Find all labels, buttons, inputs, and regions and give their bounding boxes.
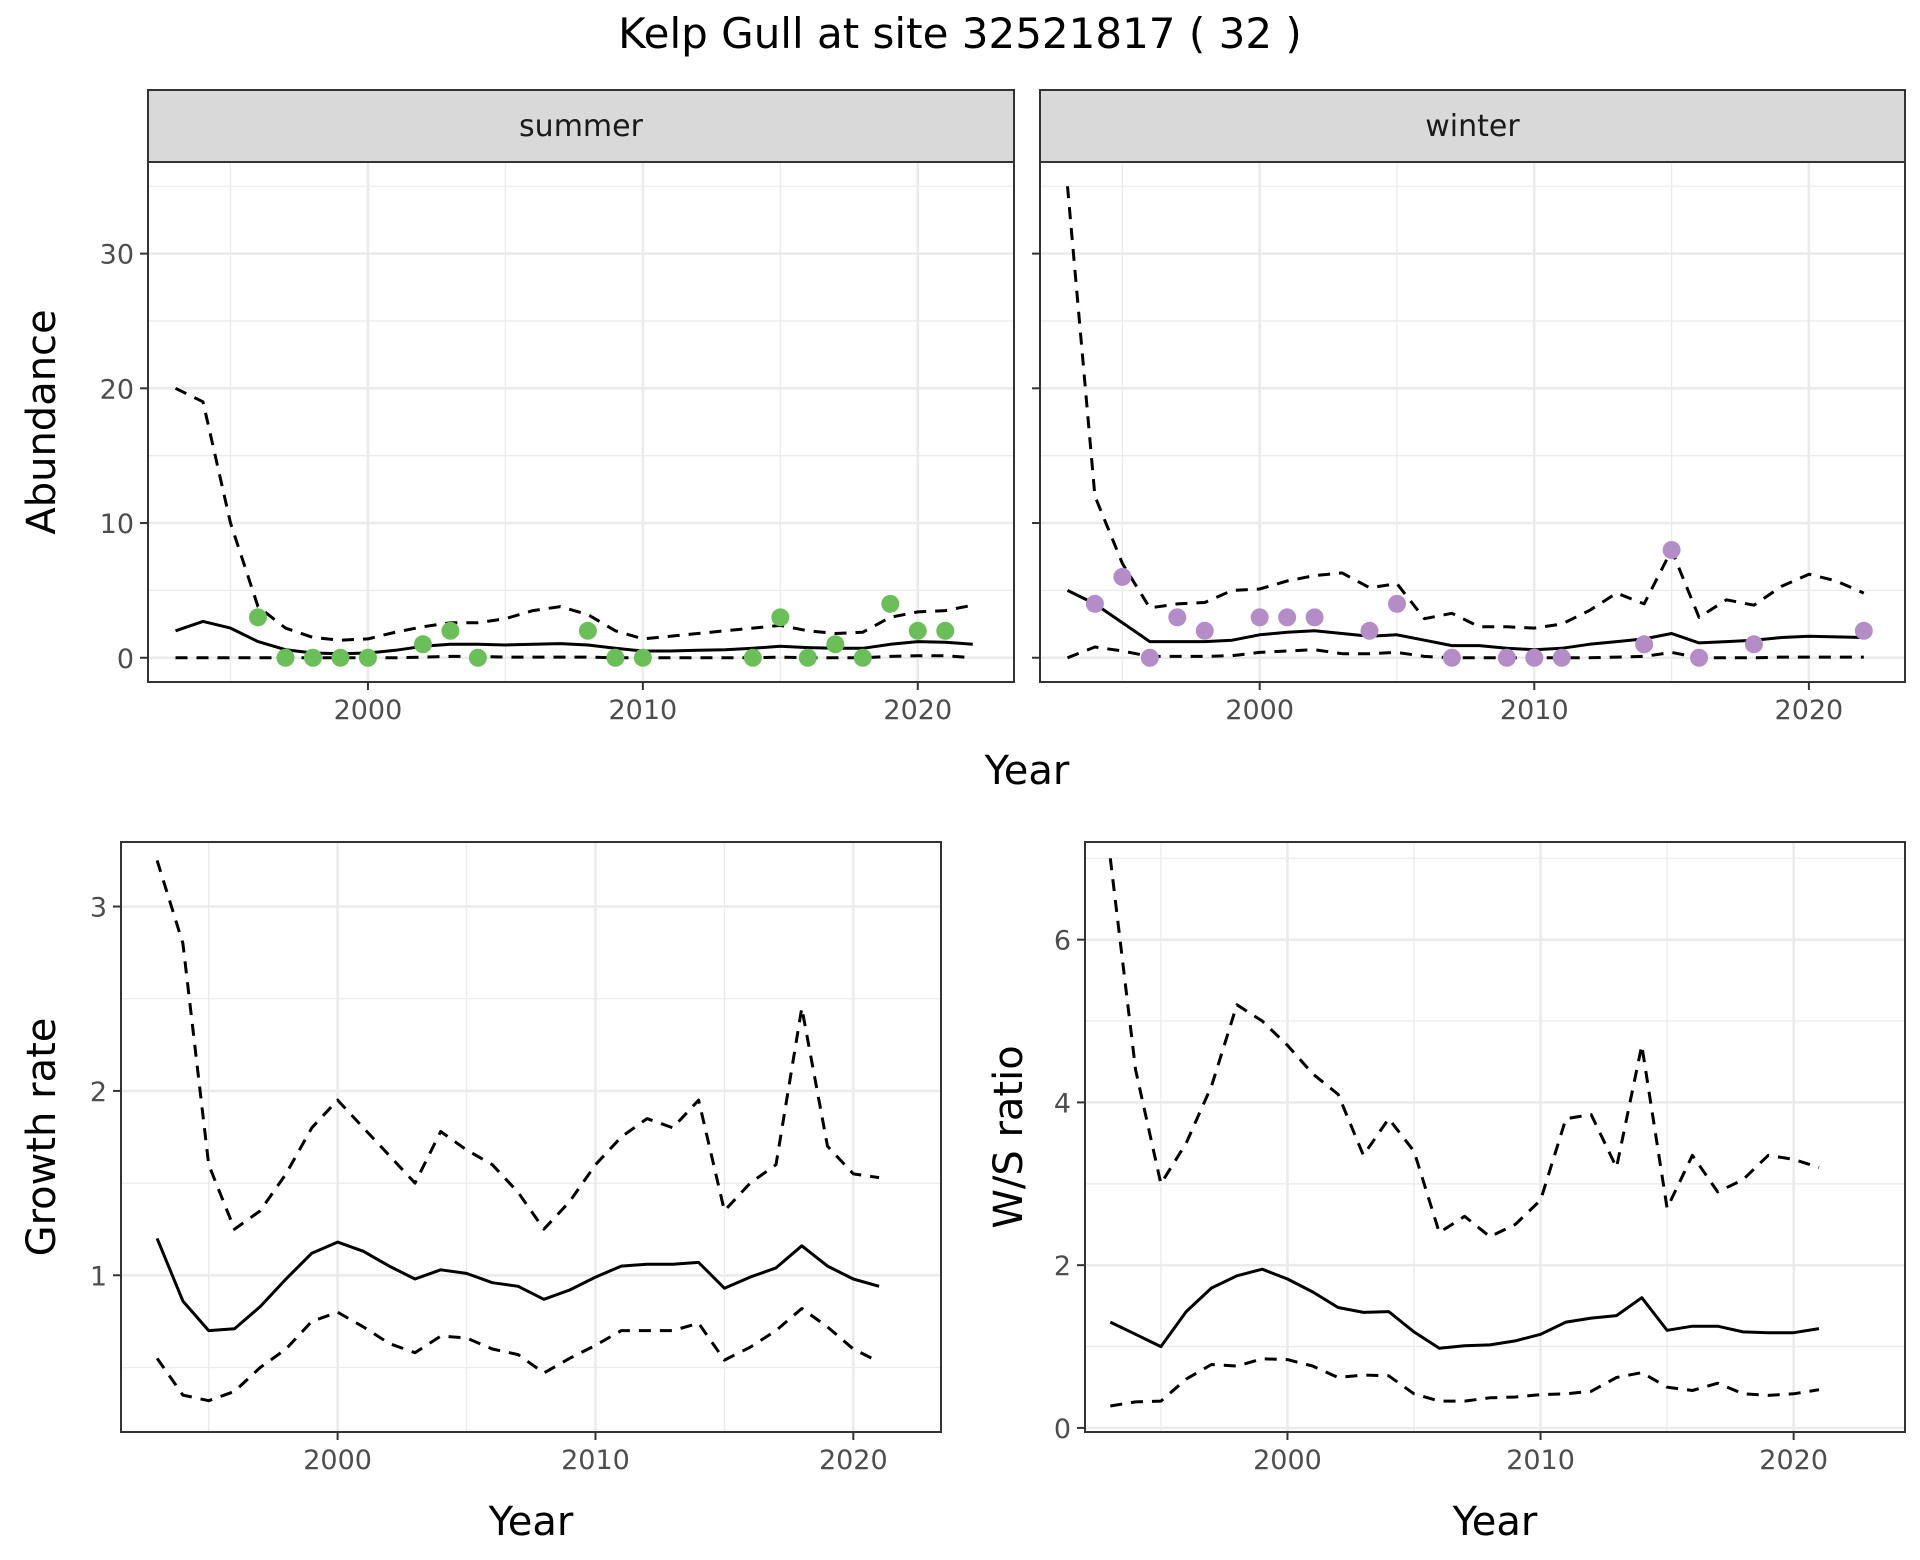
x-tick-label: 2010 <box>561 1445 630 1476</box>
data-point <box>881 594 900 613</box>
data-point <box>798 648 817 667</box>
data-point <box>1195 621 1214 640</box>
data-point <box>276 648 295 667</box>
panel-1: winter 2000 2010 2020 <box>1032 89 1906 726</box>
x-tick-label: 2000 <box>1225 695 1294 726</box>
x-tick-label: 2010 <box>1506 1445 1575 1476</box>
x-tick-label: 2020 <box>883 695 952 726</box>
data-point <box>633 648 652 667</box>
x-tick-label: 2000 <box>1253 1445 1322 1476</box>
x-tick-label: 2020 <box>1759 1445 1828 1476</box>
panel-background <box>1040 162 1905 682</box>
y-axis-title-abundance: Abundance <box>19 309 65 534</box>
series-line-lower <box>1066 645 1864 660</box>
series-line-upper <box>1066 186 1865 630</box>
y-tick-label: 0 <box>117 644 134 675</box>
data-point <box>1497 648 1516 667</box>
data-point <box>1662 540 1681 559</box>
x-tick-label: 2000 <box>303 1445 372 1476</box>
y-tick-label: 3 <box>90 893 107 924</box>
panel-3: 2000 2010 2020 0 2 4 6 <box>1054 841 1906 1476</box>
data-point <box>826 635 845 654</box>
x-tick-label: 2020 <box>1775 695 1844 726</box>
series-line-upper <box>174 386 974 642</box>
panel-background <box>148 162 1014 682</box>
x-tick-label: 2000 <box>334 695 403 726</box>
x-axis-title-ratio: Year <box>1452 1499 1538 1545</box>
data-point <box>1305 608 1324 627</box>
series-line-estimate <box>155 1237 880 1333</box>
panel-background <box>121 842 941 1432</box>
facet-strip-label: winter <box>1425 109 1520 144</box>
series-line-lower <box>155 1307 880 1403</box>
x-axis-title-growth: Year <box>488 1499 574 1545</box>
panel-0: summer 2000 2010 2020 0 10 20 30 <box>100 89 1015 726</box>
facet-strip <box>147 89 1015 163</box>
data-point <box>908 621 927 640</box>
data-point <box>1525 648 1544 667</box>
data-point <box>771 608 790 627</box>
y-tick-label: 4 <box>1054 1088 1071 1119</box>
y-tick-label: 2 <box>90 1077 107 1108</box>
data-point <box>853 648 872 667</box>
series-line-lower <box>1110 1357 1820 1408</box>
data-point <box>1360 621 1379 640</box>
data-point <box>743 648 762 667</box>
series-line-estimate <box>1109 1267 1820 1350</box>
data-point <box>578 621 597 640</box>
x-tick-label: 2010 <box>608 695 677 726</box>
data-point <box>606 648 625 667</box>
panel-2: 2000 2010 2020 1 2 3 <box>90 841 942 1476</box>
x-tick-label: 2010 <box>1500 695 1569 726</box>
data-point <box>1387 594 1406 613</box>
y-axis-title-ratio: W/S ratio <box>986 1045 1032 1228</box>
data-point <box>1690 648 1709 667</box>
data-point <box>1635 635 1654 654</box>
y-tick-label: 6 <box>1054 926 1071 957</box>
chart-title: Kelp Gull at site 32521817 ( 32 ) <box>618 9 1302 58</box>
y-tick-label: 1 <box>90 1261 107 1292</box>
data-point <box>1552 648 1571 667</box>
data-point <box>1250 608 1269 627</box>
data-point <box>1113 567 1132 586</box>
panel-border <box>120 841 942 1433</box>
y-tick-label: 20 <box>100 374 134 405</box>
data-point <box>331 648 350 667</box>
x-tick-label: 2020 <box>819 1445 888 1476</box>
series-line-upper <box>1108 858 1820 1239</box>
data-point <box>1168 608 1187 627</box>
facet-strip-label: summer <box>519 109 644 144</box>
data-point <box>936 621 955 640</box>
series-line-upper <box>155 859 880 1231</box>
data-point <box>1085 594 1104 613</box>
x-axis-title-top: Year <box>984 748 1070 794</box>
y-tick-label: 2 <box>1054 1251 1071 1282</box>
data-point <box>441 621 460 640</box>
data-point <box>468 648 487 667</box>
y-axis-title-growth: Growth rate <box>19 1018 65 1257</box>
panel-border <box>1084 841 1906 1433</box>
y-tick-label: 0 <box>1054 1414 1071 1445</box>
facet-strip <box>1039 89 1906 163</box>
data-point <box>1744 635 1763 654</box>
series-line-estimate <box>1066 589 1864 652</box>
data-point <box>1140 648 1159 667</box>
y-tick-label: 10 <box>100 509 134 540</box>
data-point <box>248 608 267 627</box>
data-point <box>1854 621 1873 640</box>
y-tick-label: 30 <box>100 240 134 271</box>
data-point <box>303 648 322 667</box>
data-point <box>413 635 432 654</box>
data-point <box>1442 648 1461 667</box>
data-point <box>1278 608 1297 627</box>
data-point <box>358 648 377 667</box>
